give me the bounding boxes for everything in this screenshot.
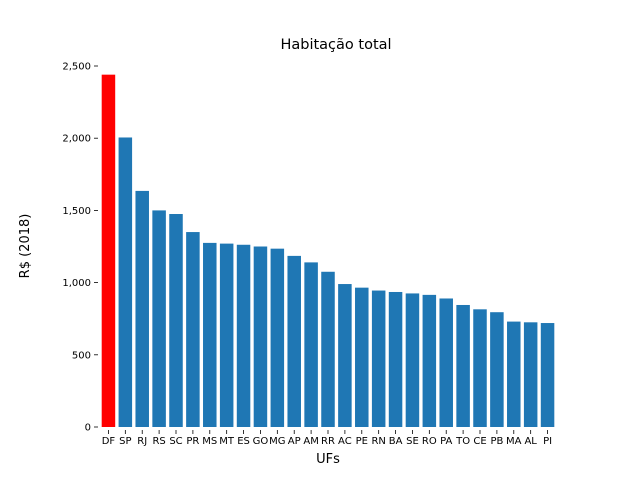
- y-axis-ticks: 0 500 1,000 1,500 2,000 2,500: [62, 62, 98, 434]
- bar-sp: [119, 137, 133, 427]
- bar-ms: [203, 243, 217, 427]
- bar-rr: [321, 272, 335, 427]
- x-tick-label-ma: MA: [506, 436, 522, 447]
- bar-pe: [355, 288, 369, 427]
- y-tick-label: 1,500: [62, 206, 91, 217]
- x-tick-label-al: AL: [524, 436, 537, 447]
- x-tick-label-mt: MT: [219, 436, 235, 447]
- x-axis-title: UFs: [316, 452, 340, 467]
- x-tick-label-am: AM: [303, 436, 318, 447]
- bar-rn: [372, 291, 386, 427]
- x-tick-label-df: DF: [102, 436, 116, 447]
- x-tick-label-go: GO: [253, 436, 269, 447]
- bar-mt: [220, 244, 234, 427]
- bar-ac: [338, 284, 352, 427]
- bar-rj: [135, 191, 149, 427]
- y-tick-label: 1,000: [62, 278, 91, 289]
- bar-se: [406, 293, 420, 427]
- x-tick-label-rj: RJ: [137, 436, 147, 447]
- bar-pi: [541, 323, 555, 427]
- x-tick-label-rs: RS: [152, 436, 165, 447]
- chart-title: Habitação total: [280, 37, 391, 53]
- x-tick-label-ro: RO: [422, 436, 437, 447]
- bar-sc: [169, 214, 183, 427]
- x-tick-label-pb: PB: [490, 436, 503, 447]
- x-tick-label-pe: PE: [356, 436, 368, 447]
- bar-pr: [186, 232, 200, 427]
- bar-ba: [389, 292, 403, 427]
- bars-group: [102, 75, 555, 427]
- x-tick-label-to: TO: [455, 436, 470, 447]
- y-axis-title: R$ (2018): [18, 214, 33, 279]
- x-tick-label-ac: AC: [338, 436, 352, 447]
- bar-ro: [423, 295, 437, 427]
- x-tick-label-pa: PA: [440, 436, 452, 447]
- x-tick-label-ap: AP: [288, 436, 301, 447]
- x-tick-label-mg: MG: [269, 436, 285, 447]
- bar-pa: [439, 298, 453, 427]
- bar-ap: [287, 256, 301, 427]
- y-tick-label: 2,000: [62, 134, 91, 145]
- bar-pb: [490, 312, 504, 427]
- bar-mg: [271, 249, 285, 427]
- bar-df: [102, 75, 116, 427]
- y-tick-label: 2,500: [62, 62, 91, 73]
- x-tick-label-ba: BA: [389, 436, 403, 447]
- bar-ma: [507, 322, 521, 427]
- bar-al: [524, 322, 538, 427]
- x-tick-label-pi: PI: [543, 436, 552, 447]
- x-tick-label-sp: SP: [119, 436, 131, 447]
- bar-es: [237, 245, 251, 427]
- bar-go: [254, 247, 268, 428]
- bar-ce: [473, 309, 487, 427]
- y-tick-label: 500: [72, 350, 91, 361]
- x-tick-label-rn: RN: [371, 436, 385, 447]
- y-tick-label: 0: [85, 423, 91, 434]
- bar-rs: [152, 210, 166, 427]
- x-tick-label-pr: PR: [186, 436, 199, 447]
- x-axis-ticks: DF SP RJ RS SC PR MS MT ES GO MG AP AM RR AC PE RN BA SE RO…: [102, 430, 552, 447]
- x-tick-label-se: SE: [406, 436, 419, 447]
- bar-to: [456, 305, 470, 427]
- x-tick-label-es: ES: [237, 436, 250, 447]
- bar-am: [304, 262, 318, 427]
- x-tick-label-sc: SC: [169, 436, 182, 447]
- x-tick-label-rr: RR: [321, 436, 335, 447]
- x-tick-label-ms: MS: [202, 436, 217, 447]
- x-tick-label-ce: CE: [473, 436, 486, 447]
